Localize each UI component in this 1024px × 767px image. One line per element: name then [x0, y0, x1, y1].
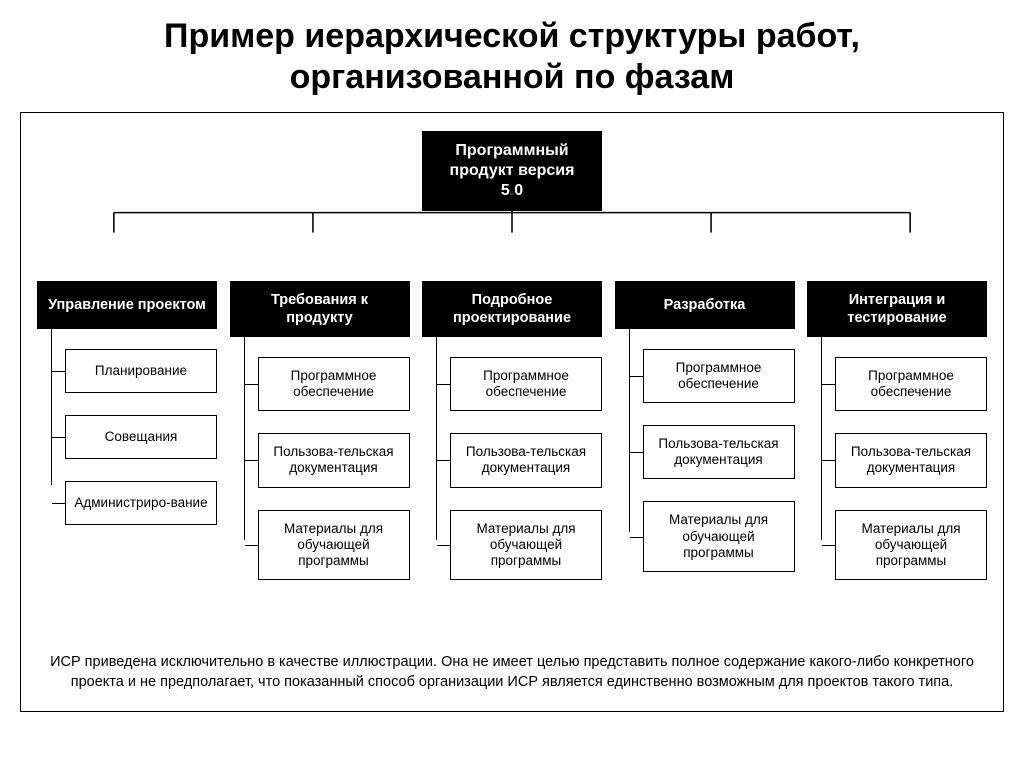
child-node: Пользова-тельская документация	[258, 433, 410, 487]
branch-children: Программное обеспечение Пользова-тельска…	[807, 357, 987, 580]
diagram-frame: Программный продукт версия 5.0 Управлени…	[20, 112, 1004, 712]
child-node: Материалы для обучающей программы	[643, 501, 795, 572]
child-node: Материалы для обучающей программы	[835, 510, 987, 581]
child-node: Пользова-тельская документация	[835, 433, 987, 487]
child-node: Планирование	[65, 349, 217, 393]
child-node: Администриро-вание	[65, 481, 217, 525]
branch-2: Подробное проектирование Программное обе…	[422, 281, 602, 581]
branch-head: Требования к продукту	[230, 281, 410, 337]
root-node: Программный продукт версия 5.0	[422, 131, 602, 211]
branch-3: Разработка Программное обеспечение Польз…	[615, 281, 795, 581]
child-node: Программное обеспечение	[258, 357, 410, 411]
child-node: Материалы для обучающей программы	[258, 510, 410, 581]
child-node: Программное обеспечение	[450, 357, 602, 411]
branch-children: Программное обеспечение Пользова-тельска…	[422, 357, 602, 580]
branch-0: Управление проектом Планирование Совещан…	[37, 281, 217, 581]
branch-head: Подробное проектирование	[422, 281, 602, 337]
branch-children: Программное обеспечение Пользова-тельска…	[230, 357, 410, 580]
child-node: Совещания	[65, 415, 217, 459]
child-node: Пользова-тельская документация	[643, 425, 795, 479]
child-node: Программное обеспечение	[643, 349, 795, 403]
branch-head: Интеграция и тестирование	[807, 281, 987, 337]
branch-head: Разработка	[615, 281, 795, 329]
child-node: Материалы для обучающей программы	[450, 510, 602, 581]
branch-children: Планирование Совещания Администриро-вани…	[37, 349, 217, 525]
branch-1: Требования к продукту Программное обеспе…	[230, 281, 410, 581]
child-node: Программное обеспечение	[835, 357, 987, 411]
page-title: Пример иерархической структуры работ, ор…	[0, 0, 1024, 112]
footer-note: ИСР приведена исключительно в качестве и…	[37, 653, 987, 692]
child-node: Пользова-тельская документация	[450, 433, 602, 487]
branch-head: Управление проектом	[37, 281, 217, 329]
branch-4: Интеграция и тестирование Программное об…	[807, 281, 987, 581]
branch-children: Программное обеспечение Пользова-тельска…	[615, 349, 795, 572]
branches-row: Управление проектом Планирование Совещан…	[37, 281, 987, 581]
